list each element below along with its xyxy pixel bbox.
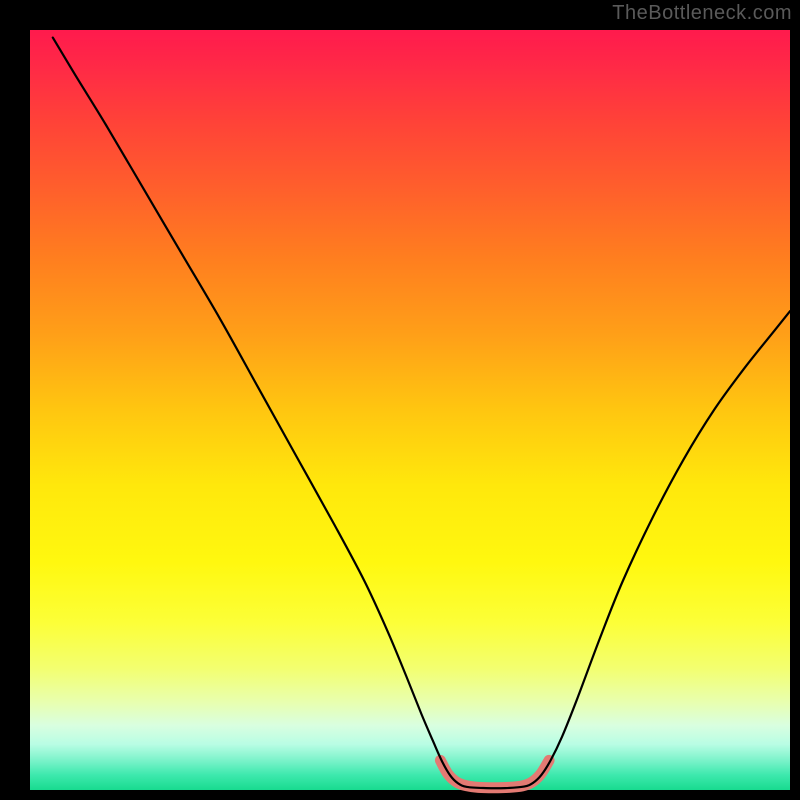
chart-plot-area	[30, 30, 790, 790]
bottleneck-curve-chart	[0, 0, 800, 800]
chart-container: TheBottleneck.com	[0, 0, 800, 800]
watermark-text: TheBottleneck.com	[612, 2, 792, 25]
